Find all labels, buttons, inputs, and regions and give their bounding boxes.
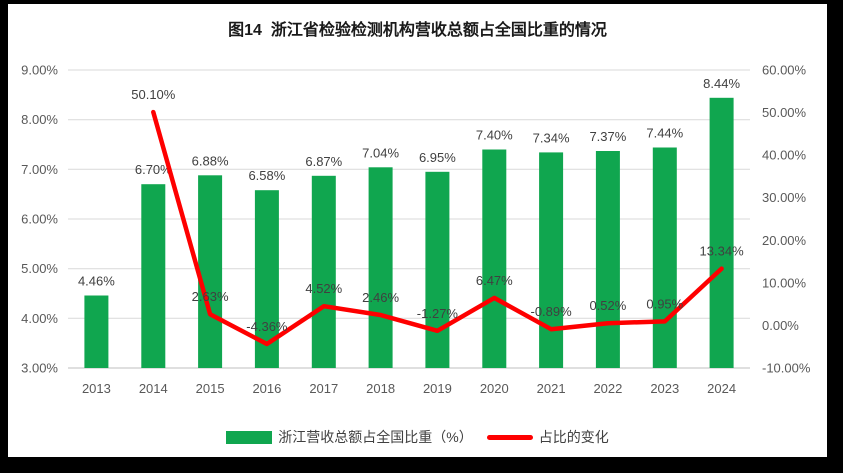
legend-item-bar-series: 浙江营收总额占全国比重（%） xyxy=(226,427,473,447)
left-axis-tick-label: 4.00% xyxy=(21,311,58,326)
line-value-label: 0.95% xyxy=(646,296,683,311)
bar-value-label: 6.95% xyxy=(419,150,456,165)
line-value-label: 2.46% xyxy=(362,290,399,305)
bar xyxy=(539,152,564,368)
bar-value-label: 6.88% xyxy=(192,153,229,168)
line-value-label: 4.52% xyxy=(305,281,342,296)
left-axis-tick-label: 7.00% xyxy=(21,162,58,177)
chart-title: 图14 浙江省检验检测机构营收总额占全国比重的情况 xyxy=(228,22,607,39)
bar-value-label: 7.40% xyxy=(476,128,513,143)
x-axis-label: 2020 xyxy=(480,381,509,396)
legend-line-swatch-icon xyxy=(486,434,533,440)
x-axis-label: 2017 xyxy=(309,381,338,396)
bar xyxy=(198,175,223,368)
bar xyxy=(141,184,166,368)
bar-value-label: 7.37% xyxy=(589,129,626,144)
right-axis-tick-label: 50.00% xyxy=(762,105,807,120)
x-axis-label: 2013 xyxy=(82,381,111,396)
x-axis-label: 2023 xyxy=(650,381,679,396)
legend-line-label: 占比的变化 xyxy=(538,429,609,445)
x-axis-label: 2018 xyxy=(366,381,395,396)
x-axis-label: 2024 xyxy=(707,381,736,396)
combo-chart: 3.00% 4.00% 5.00% 6.00% 7.00% 8.00% 9.00% -10.0… xyxy=(21,63,811,397)
line-value-label: -1.27% xyxy=(417,306,459,321)
bar-value-label: 6.70% xyxy=(135,162,172,177)
bar xyxy=(84,295,109,368)
x-axis-label: 2021 xyxy=(537,381,566,396)
bar xyxy=(368,167,393,368)
bar xyxy=(311,175,336,368)
right-axis-tick-label: 60.00% xyxy=(762,63,807,78)
bar-value-label: 8.44% xyxy=(703,76,740,91)
legend-item-line-series: 占比的变化 xyxy=(486,427,609,447)
right-axis-tick-label: 0.00% xyxy=(762,318,799,333)
x-axis-label: 2022 xyxy=(593,381,622,396)
bar xyxy=(709,97,734,369)
line-value-label: 6.47% xyxy=(476,273,513,288)
x-axis-label: 2015 xyxy=(196,381,225,396)
legend-bar-label: 浙江营收总额占全国比重（%） xyxy=(278,429,473,445)
line-value-label: -0.89% xyxy=(530,304,572,319)
line-series xyxy=(151,109,724,347)
legend-bar-swatch-icon xyxy=(226,430,273,444)
bar-value-label: 7.04% xyxy=(362,145,399,160)
chart-panel: 图14 浙江省检验检测机构营收总额占全国比重的情况 3.00% 4.00% 5.00… xyxy=(8,4,827,457)
line-value-label: 0.52% xyxy=(589,298,626,313)
bar-value-label: 7.34% xyxy=(533,130,570,145)
left-axis-tick-label: 6.00% xyxy=(21,212,58,227)
chart-legend: 浙江营收总额占全国比重（%） 占比的变化 xyxy=(8,427,827,447)
line-value-label: -4.36% xyxy=(246,319,288,334)
bar xyxy=(652,147,677,368)
right-axis-tick-label: 20.00% xyxy=(762,233,807,248)
x-axis-label: 2019 xyxy=(423,381,452,396)
right-axis-tick-label: 10.00% xyxy=(762,275,807,290)
x-axis-label: 2014 xyxy=(139,381,168,396)
left-axis-tick-label: 8.00% xyxy=(21,112,58,127)
left-axis-tick-label: 3.00% xyxy=(21,361,58,376)
bar-value-label: 6.87% xyxy=(305,154,342,169)
bar-value-label: 7.44% xyxy=(646,126,683,141)
right-axis-tick-label: 40.00% xyxy=(762,148,807,163)
right-axis-tick-label: -10.00% xyxy=(762,361,811,376)
bar-value-label: 6.58% xyxy=(248,168,285,183)
bar xyxy=(425,171,450,368)
x-axis-label: 2016 xyxy=(252,381,281,396)
left-axis-tick-label: 9.00% xyxy=(21,63,58,78)
right-axis-tick-label: 30.00% xyxy=(762,190,807,205)
line-value-label: 50.10% xyxy=(131,87,176,102)
line-value-label: 13.34% xyxy=(700,244,745,259)
bar-value-label: 4.46% xyxy=(78,274,115,289)
left-axis-tick-label: 5.00% xyxy=(21,261,58,276)
bar xyxy=(482,149,507,368)
bar xyxy=(595,151,620,368)
line-value-label: 2.63% xyxy=(192,289,229,304)
